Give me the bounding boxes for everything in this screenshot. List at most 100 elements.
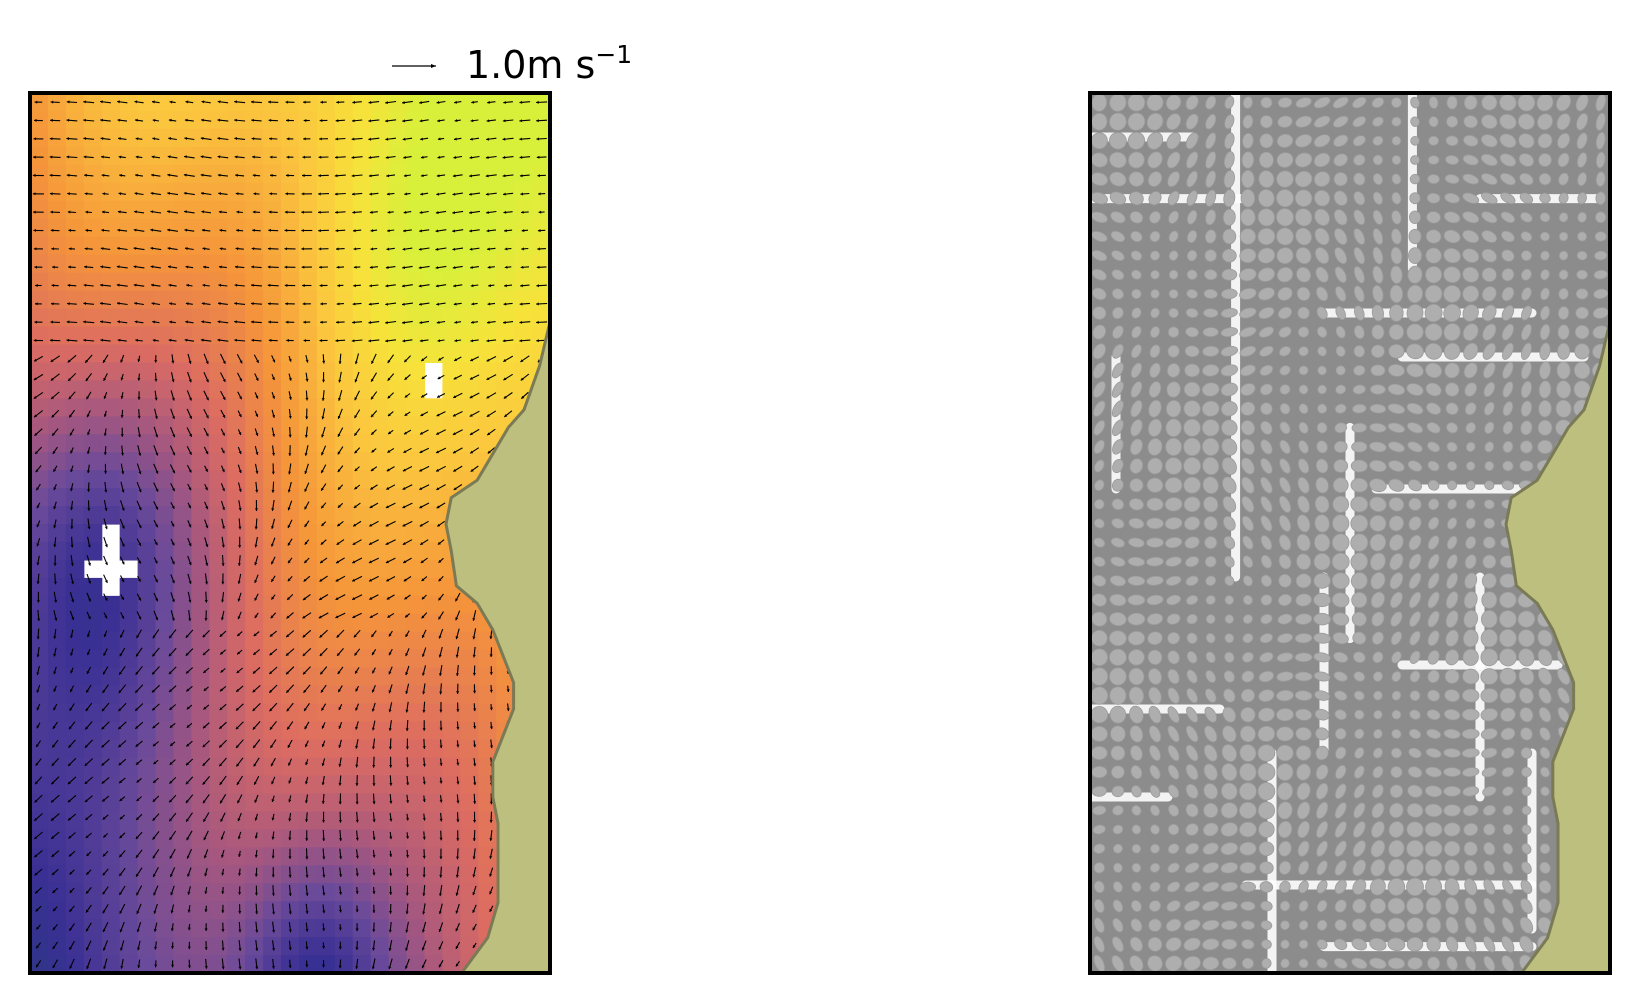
variance-ellipse (1462, 304, 1479, 322)
quiver-arrow (252, 666, 261, 675)
variance-ellipse (1166, 132, 1181, 150)
variance-ellipse (1185, 556, 1200, 568)
variance-ellipse (1558, 192, 1569, 204)
heat-cell (30, 883, 49, 902)
heat-cell (388, 308, 408, 328)
quiver-arrow (288, 777, 292, 784)
quiver-arrow (452, 447, 463, 454)
heat-cell (460, 164, 479, 184)
heat-cell (478, 272, 497, 292)
quiver-arrow (271, 795, 275, 803)
heat-cell (478, 847, 497, 866)
quiver-arrow (203, 446, 209, 455)
heat-cell (424, 254, 444, 274)
quiver-arrow (288, 812, 292, 822)
heat-cell (227, 308, 246, 328)
variance-ellipse (1483, 517, 1496, 529)
quiver-arrow (135, 867, 143, 878)
heat-cell (155, 272, 175, 292)
quiver-arrow (269, 739, 277, 749)
heat-cell (514, 164, 533, 184)
variance-ellipse (1183, 516, 1201, 531)
variance-ellipse (1313, 612, 1331, 626)
heat-cell (263, 865, 282, 884)
heat-cell (65, 218, 85, 238)
variance-ellipse (1518, 648, 1535, 667)
variance-ellipse (1352, 116, 1367, 128)
heat-cell (47, 362, 67, 381)
variance-ellipse (1352, 135, 1366, 147)
heat-cell (316, 577, 336, 597)
heat-cell (352, 254, 372, 274)
variance-ellipse (1331, 572, 1350, 590)
variance-ellipse (1276, 208, 1294, 227)
variance-ellipse (1164, 477, 1183, 494)
heat-cell (442, 721, 461, 741)
variance-ellipse (1203, 288, 1218, 299)
variance-ellipse (1149, 744, 1161, 762)
quiver-arrow (435, 265, 447, 270)
variance-ellipse (1388, 821, 1405, 838)
quiver-arrow (236, 667, 244, 674)
variance-ellipse (1148, 725, 1162, 743)
quiver-arrow (406, 832, 409, 839)
variance-ellipse (1240, 438, 1255, 456)
quiver-arrow (183, 191, 195, 196)
quiver-arrow (503, 100, 513, 104)
heat-cell (424, 182, 444, 202)
quiver-arrow (355, 830, 359, 841)
heat-cell (173, 344, 192, 363)
heat-cell (191, 811, 210, 830)
variance-ellipse (1353, 172, 1366, 186)
heat-cell (406, 955, 426, 973)
heat-cell (298, 290, 318, 310)
variance-ellipse (1483, 860, 1496, 876)
variance-ellipse (1128, 649, 1145, 666)
heat-cell (119, 434, 139, 453)
variance-ellipse (1130, 362, 1143, 379)
heat-cell (281, 793, 300, 812)
quiver-arrow (271, 427, 276, 437)
heat-cell (460, 416, 479, 435)
quiver-arrow (473, 740, 477, 748)
variance-ellipse (1279, 458, 1291, 474)
quiver-arrow (53, 647, 57, 657)
heat-cell (191, 182, 210, 202)
quiver-arrow (154, 372, 158, 382)
quiver-arrow (255, 958, 259, 970)
quiver-arrow (536, 302, 548, 306)
heat-cell (209, 326, 228, 346)
quiver-arrow (84, 739, 93, 749)
quiver-arrow (117, 721, 127, 730)
variance-ellipse (1520, 727, 1533, 741)
quiver-arrow (36, 573, 40, 585)
quiver-arrow (184, 137, 195, 141)
variance-ellipse (1222, 228, 1237, 245)
quiver-arrow (151, 703, 160, 711)
quiver-arrow (150, 210, 162, 214)
quiver-arrow (287, 576, 293, 582)
variance-ellipse (1446, 535, 1458, 550)
variance-ellipse (1111, 288, 1124, 300)
quiver-arrow (421, 594, 427, 600)
quiver-arrow (221, 958, 225, 970)
heat-cell (65, 919, 85, 938)
quiver-arrow (388, 702, 393, 713)
heat-cell (316, 200, 336, 220)
variance-ellipse (1260, 535, 1273, 551)
heat-cell (370, 326, 390, 346)
variance-ellipse (1577, 211, 1587, 223)
variance-ellipse (1147, 936, 1163, 952)
variance-ellipse (1540, 287, 1550, 301)
heat-cell (191, 488, 210, 507)
variance-ellipse (1257, 801, 1276, 820)
variance-ellipse (1316, 880, 1328, 894)
heat-cell (370, 470, 390, 489)
variance-ellipse (1276, 133, 1294, 148)
quiver-arrow (221, 591, 225, 603)
quiver-arrow (135, 665, 143, 676)
quiver-arrow (304, 539, 310, 545)
variance-ellipse (1205, 151, 1217, 169)
variance-ellipse (1183, 919, 1201, 932)
quiver-arrow (86, 666, 91, 675)
